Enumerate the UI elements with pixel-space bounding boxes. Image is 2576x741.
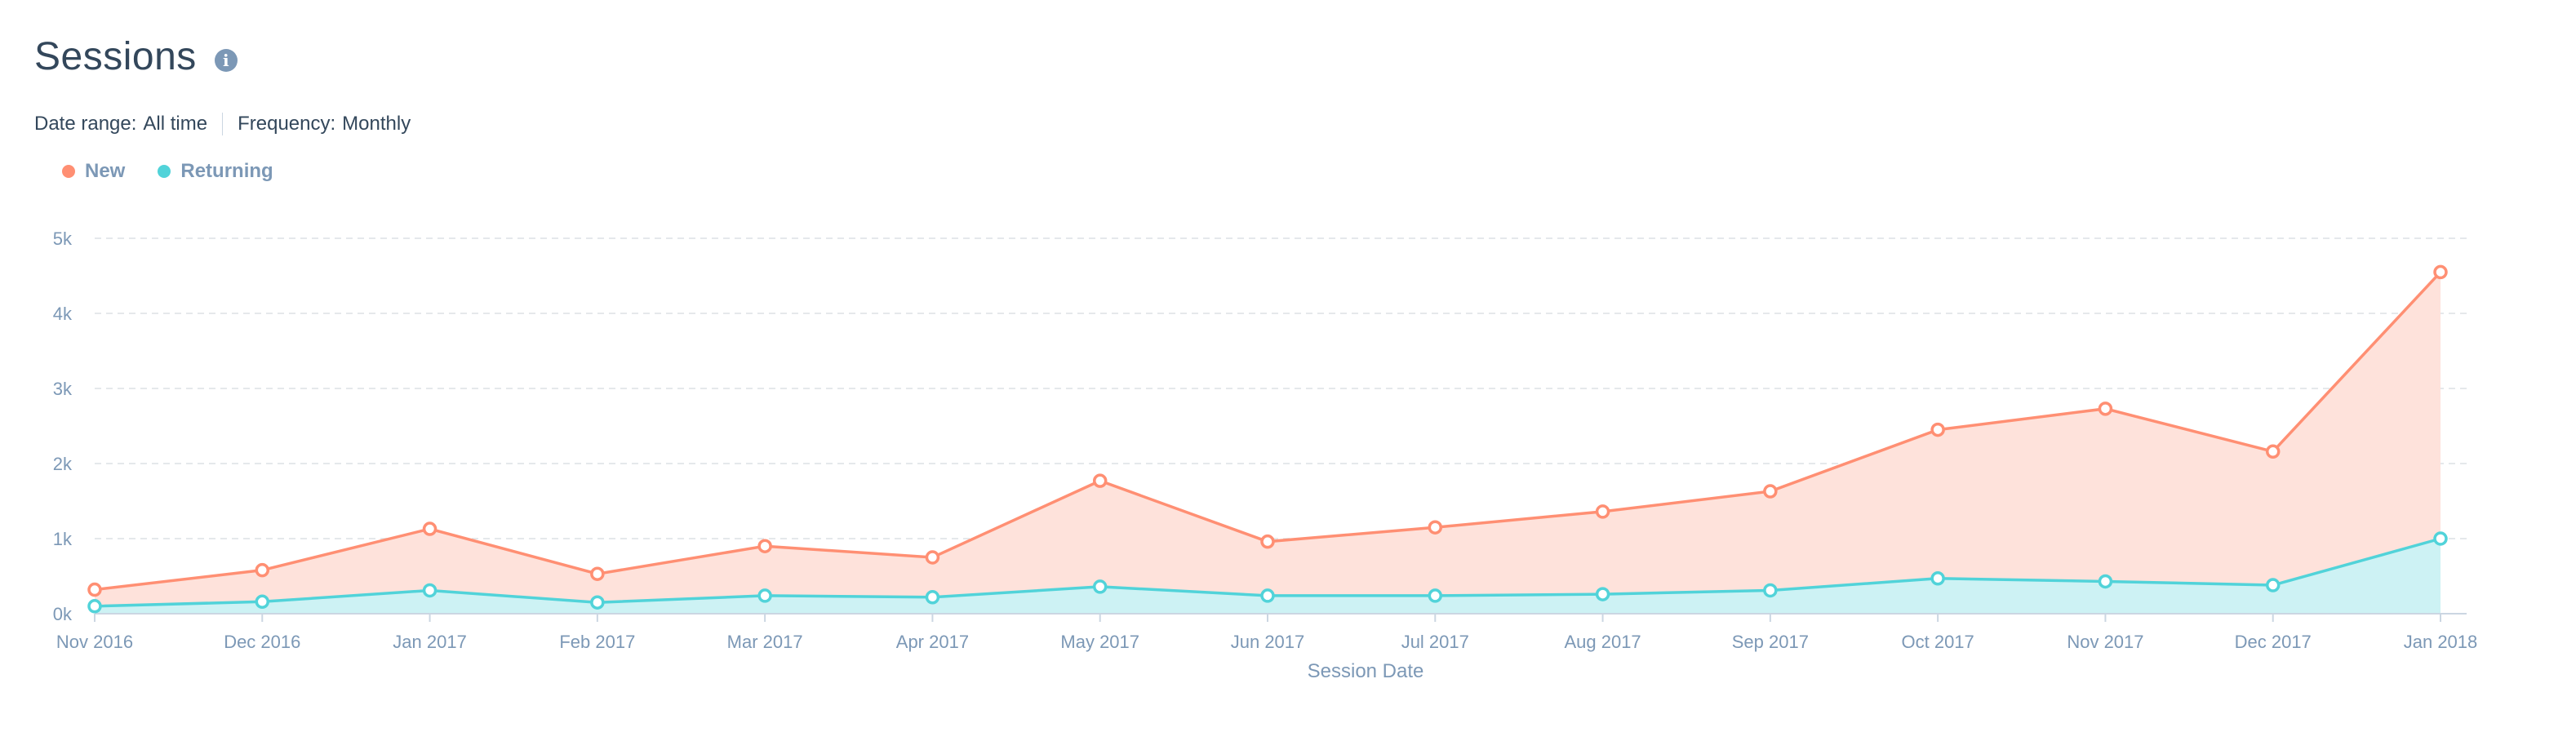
point-new bbox=[422, 521, 437, 536]
x-tick-label: Nov 2016 bbox=[56, 632, 133, 652]
page-title: Sessions bbox=[34, 35, 197, 78]
point-returning bbox=[590, 595, 605, 610]
y-tick-label: 4k bbox=[53, 304, 73, 324]
frequency-filter[interactable]: Frequency: Monthly bbox=[238, 113, 411, 135]
x-tick-label: Aug 2017 bbox=[1564, 632, 1641, 652]
point-returning bbox=[422, 583, 437, 598]
x-tick-label: Jun 2017 bbox=[1231, 632, 1305, 652]
point-new bbox=[87, 582, 102, 597]
x-tick-label: Oct 2017 bbox=[1902, 632, 1974, 652]
point-new bbox=[1260, 534, 1275, 549]
point-new bbox=[925, 550, 940, 565]
point-returning bbox=[757, 588, 772, 603]
point-new bbox=[2265, 444, 2281, 459]
filter-divider bbox=[222, 113, 224, 135]
y-tick-label: 2k bbox=[53, 454, 73, 474]
point-returning bbox=[2433, 531, 2448, 546]
point-new bbox=[757, 539, 772, 553]
date-range-filter[interactable]: Date range: All time bbox=[34, 113, 207, 135]
point-returning bbox=[1763, 583, 1778, 598]
frequency-value: Monthly bbox=[342, 113, 411, 135]
point-returning bbox=[255, 594, 270, 610]
point-new bbox=[1092, 473, 1108, 488]
x-tick-label: Apr 2017 bbox=[896, 632, 969, 652]
date-range-value: All time bbox=[143, 113, 208, 135]
point-new bbox=[2098, 402, 2113, 416]
date-range-label: Date range: bbox=[34, 113, 137, 135]
point-new bbox=[590, 566, 605, 581]
point-returning bbox=[1428, 588, 1443, 603]
point-returning bbox=[925, 590, 940, 605]
x-tick-label: May 2017 bbox=[1060, 632, 1139, 652]
area-new bbox=[95, 272, 2441, 614]
legend-dot-new bbox=[62, 165, 75, 178]
x-tick-label: Feb 2017 bbox=[559, 632, 635, 652]
frequency-label: Frequency: bbox=[238, 113, 336, 135]
legend-item-new[interactable]: New bbox=[62, 160, 125, 183]
chart-header: Sessions i bbox=[34, 34, 238, 79]
y-tick-label: 5k bbox=[53, 229, 73, 249]
point-returning bbox=[1092, 579, 1108, 594]
point-new bbox=[2433, 264, 2448, 280]
legend-label-returning: Returning bbox=[180, 160, 273, 182]
area-returning bbox=[95, 539, 2441, 614]
y-tick-label: 1k bbox=[53, 529, 73, 549]
filter-bar: Date range: All time Frequency: Monthly bbox=[34, 113, 411, 135]
y-tick-label: 0k bbox=[53, 604, 73, 624]
y-tick-label: 3k bbox=[53, 379, 73, 399]
point-returning bbox=[1260, 588, 1275, 603]
point-new bbox=[1428, 520, 1443, 535]
point-returning bbox=[87, 599, 102, 614]
x-tick-label: Dec 2016 bbox=[224, 632, 300, 652]
legend-label-new: New bbox=[85, 160, 126, 182]
x-tick-label: Jan 2018 bbox=[2404, 632, 2478, 652]
info-icon[interactable]: i bbox=[214, 48, 238, 72]
x-tick-label: Sep 2017 bbox=[1732, 632, 1809, 652]
x-tick-label: Mar 2017 bbox=[727, 632, 803, 652]
point-new bbox=[1930, 422, 1945, 437]
chart-legend: New Returning bbox=[62, 160, 306, 183]
point-returning bbox=[1930, 571, 1945, 586]
point-returning bbox=[2265, 578, 2281, 592]
x-tick-label: Dec 2017 bbox=[2235, 632, 2312, 652]
point-new bbox=[255, 562, 270, 578]
point-returning bbox=[2098, 574, 2113, 589]
x-axis-title: Session Date bbox=[1308, 660, 1424, 682]
point-returning bbox=[1595, 587, 1610, 601]
x-tick-label: Jan 2017 bbox=[393, 632, 467, 652]
legend-dot-returning bbox=[158, 165, 171, 178]
point-new bbox=[1595, 504, 1610, 519]
legend-item-returning[interactable]: Returning bbox=[158, 160, 273, 183]
point-new bbox=[1763, 484, 1778, 499]
x-tick-label: Nov 2017 bbox=[2067, 632, 2143, 652]
x-tick-label: Jul 2017 bbox=[1401, 632, 1469, 652]
